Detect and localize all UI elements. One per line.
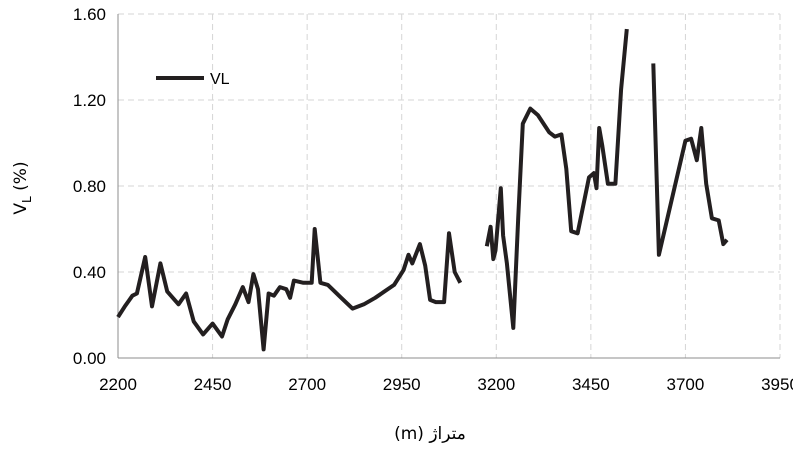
y-tick-label: 0.00 [73, 349, 106, 368]
x-tick-label: 2200 [99, 375, 137, 394]
legend: VL [156, 71, 230, 88]
y-tick-label: 1.60 [73, 5, 106, 24]
axes [117, 14, 780, 359]
y-axis-title: VL (%) [11, 161, 34, 214]
y-axis-title-suffix: (%) [11, 161, 31, 196]
x-tick-labels: 2200 2450 2700 2950 3200 3450 3700 3950 [99, 375, 793, 394]
gridlines [118, 13, 781, 358]
legend-label-vl: VL [210, 71, 230, 88]
series-line-segment [484, 28, 629, 330]
x-tick-label: 3950 [761, 375, 793, 394]
x-tick-label: 2700 [288, 375, 326, 394]
series-line-segment [116, 227, 463, 352]
x-tick-label: 2450 [194, 375, 232, 394]
x-tick-label: 3450 [572, 375, 610, 394]
y-tick-label: 0.80 [73, 177, 106, 196]
y-tick-label: 0.40 [73, 263, 106, 282]
series-line-segment [651, 63, 729, 257]
y-tick-labels: 0.00 0.40 0.80 1.20 1.60 [73, 5, 106, 368]
y-tick-label: 1.20 [73, 91, 106, 110]
x-tick-label: 3200 [477, 375, 515, 394]
series-vl [116, 28, 729, 352]
y-axis-title-main: V [11, 203, 31, 215]
x-axis-title: متراژ (m) [394, 424, 466, 444]
y-axis-title-sub: L [20, 196, 34, 203]
x-tick-label: 2950 [383, 375, 421, 394]
x-tick-label: 3700 [667, 375, 705, 394]
